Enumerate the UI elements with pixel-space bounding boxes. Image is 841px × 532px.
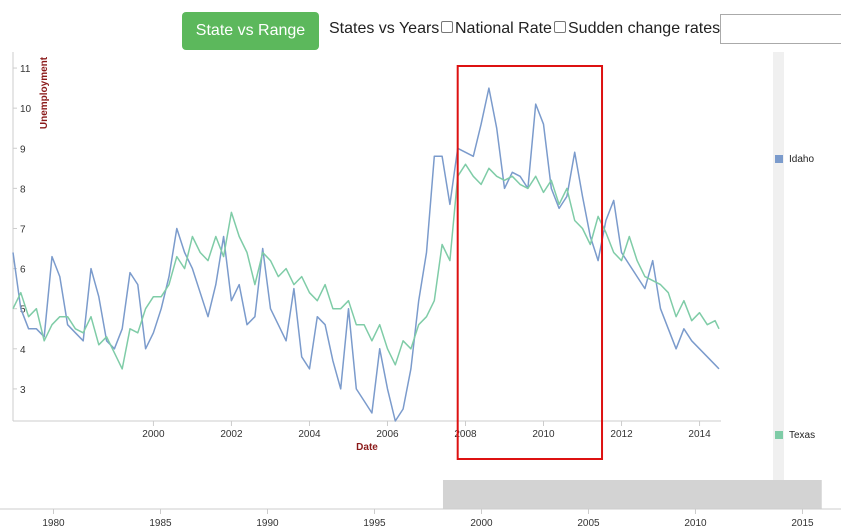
national-rate-checkbox[interactable]: [441, 21, 453, 33]
context-tick-label: 2000: [470, 518, 493, 529]
context-timeline: 1980 1985 1990 1995 2000 2005 2010 2015: [0, 480, 841, 529]
x-tick-label: 2002: [220, 429, 243, 440]
y-tick-label: 9: [20, 144, 26, 155]
x-tick-label: 2008: [454, 429, 477, 440]
legend: Idaho Texas: [773, 52, 815, 500]
states-vs-years-label[interactable]: States vs Years: [329, 20, 440, 37]
x-tick-label: 2000: [142, 429, 165, 440]
toolbar: State vs Range States vs Years National …: [0, 0, 841, 56]
legend-swatch-texas: [775, 431, 783, 439]
state-search-input[interactable]: [720, 14, 841, 44]
y-tick-label: 4: [20, 345, 26, 356]
y-tick-label: 8: [20, 184, 26, 195]
main-axes: 3 4 5 6 7 8 9 10 11 2000 2002 2004 2006 2008 2010 2012 2…: [12, 52, 721, 440]
context-tick-label: 1995: [363, 518, 386, 529]
context-brush[interactable]: [442, 480, 822, 509]
x-tick-label: 2006: [376, 429, 399, 440]
legend-label-idaho[interactable]: Idaho: [789, 154, 814, 165]
y-tick-label: 10: [20, 104, 32, 115]
legend-label-texas[interactable]: Texas: [789, 430, 815, 441]
x-tick-label: 2012: [610, 429, 633, 440]
context-tick-label: 1980: [42, 518, 65, 529]
sudden-change-checkbox[interactable]: [554, 21, 566, 33]
legend-swatch-idaho: [775, 155, 783, 163]
highlight-box: [456, 65, 604, 460]
highlight-layer: [456, 65, 604, 460]
x-tick-label: 2014: [688, 429, 711, 440]
context-tick-label: 2015: [791, 518, 814, 529]
context-tick-label: 1990: [256, 518, 279, 529]
sudden-change-label: Sudden change rates: [568, 20, 721, 37]
x-tick-label: 2004: [298, 429, 321, 440]
series-line-idaho: [12, 87, 720, 422]
series-layer: [12, 87, 720, 422]
context-tick-label: 2010: [684, 518, 707, 529]
y-axis-title: Unemployment: [39, 56, 50, 129]
x-tick-label: 2010: [532, 429, 555, 440]
y-tick-label: 6: [20, 265, 26, 276]
y-tick-label: 3: [20, 385, 26, 396]
context-tick-label: 1985: [149, 518, 172, 529]
x-axis-title: Date: [356, 442, 378, 453]
state-vs-range-button[interactable]: State vs Range: [182, 12, 319, 50]
y-tick-label: 5: [20, 305, 26, 316]
context-tick-label: 2005: [577, 518, 600, 529]
series-line-texas: [12, 163, 720, 370]
y-tick-label: 7: [20, 224, 26, 235]
y-tick-label: 11: [20, 64, 31, 75]
national-rate-label: National Rate: [455, 20, 552, 37]
legend-scroll-track[interactable]: [773, 52, 784, 500]
